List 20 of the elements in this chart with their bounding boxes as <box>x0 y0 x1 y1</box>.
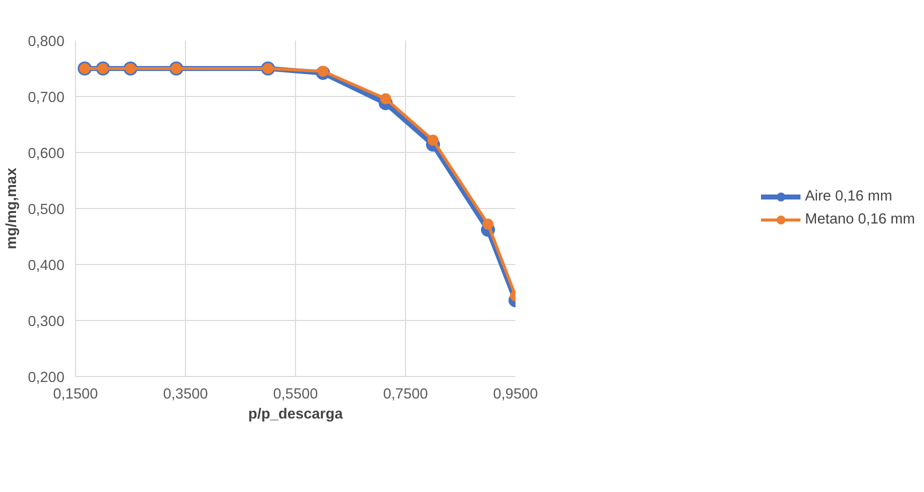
point <box>482 218 494 230</box>
x-tick-label: 0,5500 <box>273 386 318 402</box>
x-tick-label: 0,7500 <box>383 386 428 402</box>
x-axis-title: p/p_descarga <box>248 406 344 422</box>
y-tick-label: 0,400 <box>28 258 65 274</box>
x-tick-label: 0,3500 <box>163 386 208 402</box>
x-tick-label: 0,1500 <box>53 386 98 402</box>
legend-label: Aire 0,16 mm <box>805 188 892 204</box>
y-tick-label: 0,300 <box>28 314 65 330</box>
x-tick-label: 0,9500 <box>493 386 538 402</box>
point <box>318 66 328 77</box>
y-tick-label: 0,600 <box>28 146 65 162</box>
legend-label: Metano 0,16 mm <box>805 212 915 228</box>
y-tick-label: 0,500 <box>28 202 65 218</box>
point <box>428 134 438 146</box>
y-tick-label: 0,800 <box>28 34 65 50</box>
y-tick-label: 0,200 <box>28 370 65 386</box>
y-axis-title: mg/mg,max <box>4 166 20 250</box>
y-tick-label: 0,700 <box>28 90 65 106</box>
point <box>380 93 392 104</box>
